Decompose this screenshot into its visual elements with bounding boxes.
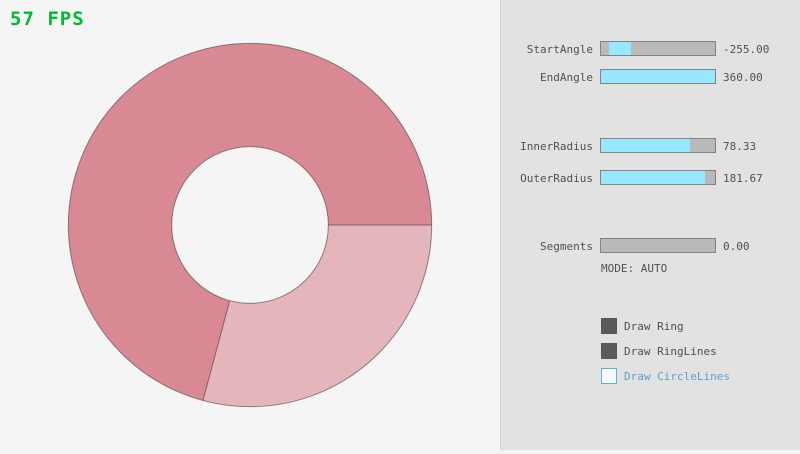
slider-label: OuterRadius: [520, 172, 593, 185]
slider-label: EndAngle: [540, 71, 593, 84]
start-angle-slider[interactable]: [600, 41, 716, 56]
start-angle-slider-row: StartAngle -255.00: [501, 41, 800, 57]
slider-label: StartAngle: [526, 43, 593, 56]
end-angle-slider-row: EndAngle 360.00: [501, 69, 800, 85]
slider-label: Segments: [540, 240, 593, 253]
checkbox-label: Draw RingLines: [624, 345, 717, 358]
slider-value: 0.00: [723, 240, 750, 253]
end-angle-slider[interactable]: [600, 69, 716, 84]
checkbox-icon: [601, 318, 617, 334]
checkbox-icon: [601, 368, 617, 384]
slider-fill: [601, 171, 705, 184]
checkbox-icon: [601, 343, 617, 359]
controls-panel: StartAngle -255.00 EndAngle 360.00 Inner…: [500, 0, 800, 450]
slider-value: 360.00: [723, 71, 763, 84]
outer-radius-slider-row: OuterRadius 181.67: [501, 170, 800, 186]
outer-radius-slider[interactable]: [600, 170, 716, 185]
slider-value: -255.00: [723, 43, 770, 56]
segments-slider[interactable]: [600, 238, 716, 253]
drawing-canvas: [67, 42, 433, 408]
segments-slider-row: Segments 0.00: [501, 238, 800, 254]
fps-counter: 57 FPS: [10, 8, 85, 30]
checkbox-label: Draw CircleLines: [624, 370, 730, 383]
slider-fill: [608, 42, 631, 55]
slider-value: 181.67: [723, 172, 763, 185]
segments-mode-label: MODE: AUTO: [601, 262, 668, 275]
inner-radius-slider[interactable]: [600, 138, 716, 153]
slider-fill: [601, 139, 690, 152]
slider-fill: [601, 70, 715, 83]
slider-value: 78.33: [723, 140, 757, 153]
ring-canvas: [67, 42, 433, 408]
checkbox-label: Draw Ring: [624, 320, 684, 333]
slider-label: InnerRadius: [520, 140, 593, 153]
inner-radius-slider-row: InnerRadius 78.33: [501, 138, 800, 154]
